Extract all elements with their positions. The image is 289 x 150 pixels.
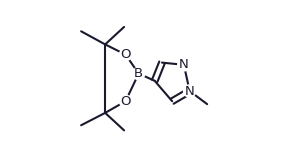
Text: O: O — [120, 95, 131, 108]
Text: O: O — [120, 48, 131, 61]
Circle shape — [133, 67, 145, 80]
Text: N: N — [179, 58, 189, 71]
Text: B: B — [134, 67, 143, 80]
Circle shape — [119, 48, 132, 61]
Circle shape — [178, 59, 190, 71]
Text: N: N — [185, 85, 194, 98]
Circle shape — [184, 85, 196, 97]
Circle shape — [119, 95, 132, 107]
